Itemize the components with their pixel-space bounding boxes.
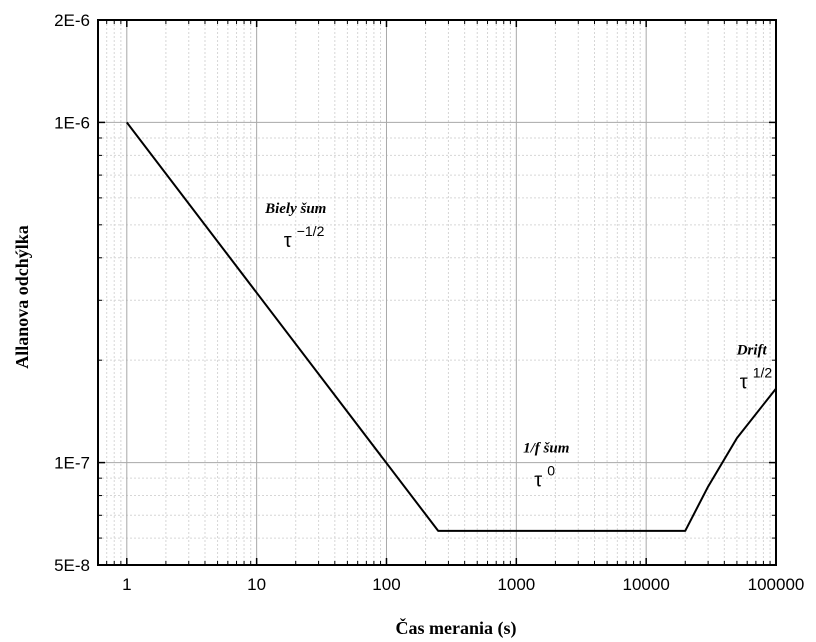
y-tick-label: 1E-6 — [54, 113, 90, 132]
annotation-biely-sum-label: Biely šum — [264, 201, 326, 217]
x-tick-label: 10 — [247, 575, 266, 594]
plot-border — [97, 19, 777, 566]
annotation-biely-sum-tau: τ — [284, 230, 292, 252]
x-tick-label: 100 — [372, 575, 400, 594]
annotation-flicker-sum-exponent: 0 — [547, 463, 555, 479]
y-tick-label: 5E-8 — [54, 556, 90, 575]
y-tick-label: 2E-6 — [54, 11, 90, 30]
series-layer — [126, 121, 777, 532]
annotation-flicker-sum-tau: τ — [534, 470, 542, 492]
x-tick-labels: 1 10 100 1000 10000 100000 — [122, 575, 804, 594]
y-tick-label: 1E-7 — [54, 454, 90, 473]
x-tick-label: 1000 — [497, 575, 535, 594]
x-tick-label: 100000 — [748, 575, 805, 594]
plot-frame — [97, 19, 777, 566]
y-axis-label: Allanova odchýlka — [12, 225, 32, 369]
annotation-drift-tau: τ — [740, 372, 748, 394]
y-tick-labels: 5E-8 1E-7 1E-6 2E-6 — [54, 11, 90, 575]
x-axis-label: Čas merania (s) — [396, 617, 517, 639]
x-tick-label: 1 — [122, 575, 131, 594]
annotation-drift-exponent: 1/2 — [753, 365, 773, 381]
annotation-drift-label: Drift — [736, 343, 768, 359]
grid-lines — [97, 19, 777, 566]
annotation-biely-sum-exponent: −1/2 — [297, 223, 325, 239]
annotation-flicker-sum-label: 1/f šum — [523, 441, 569, 457]
x-tick-label: 10000 — [623, 575, 670, 594]
allan-deviation-line — [126, 121, 777, 532]
